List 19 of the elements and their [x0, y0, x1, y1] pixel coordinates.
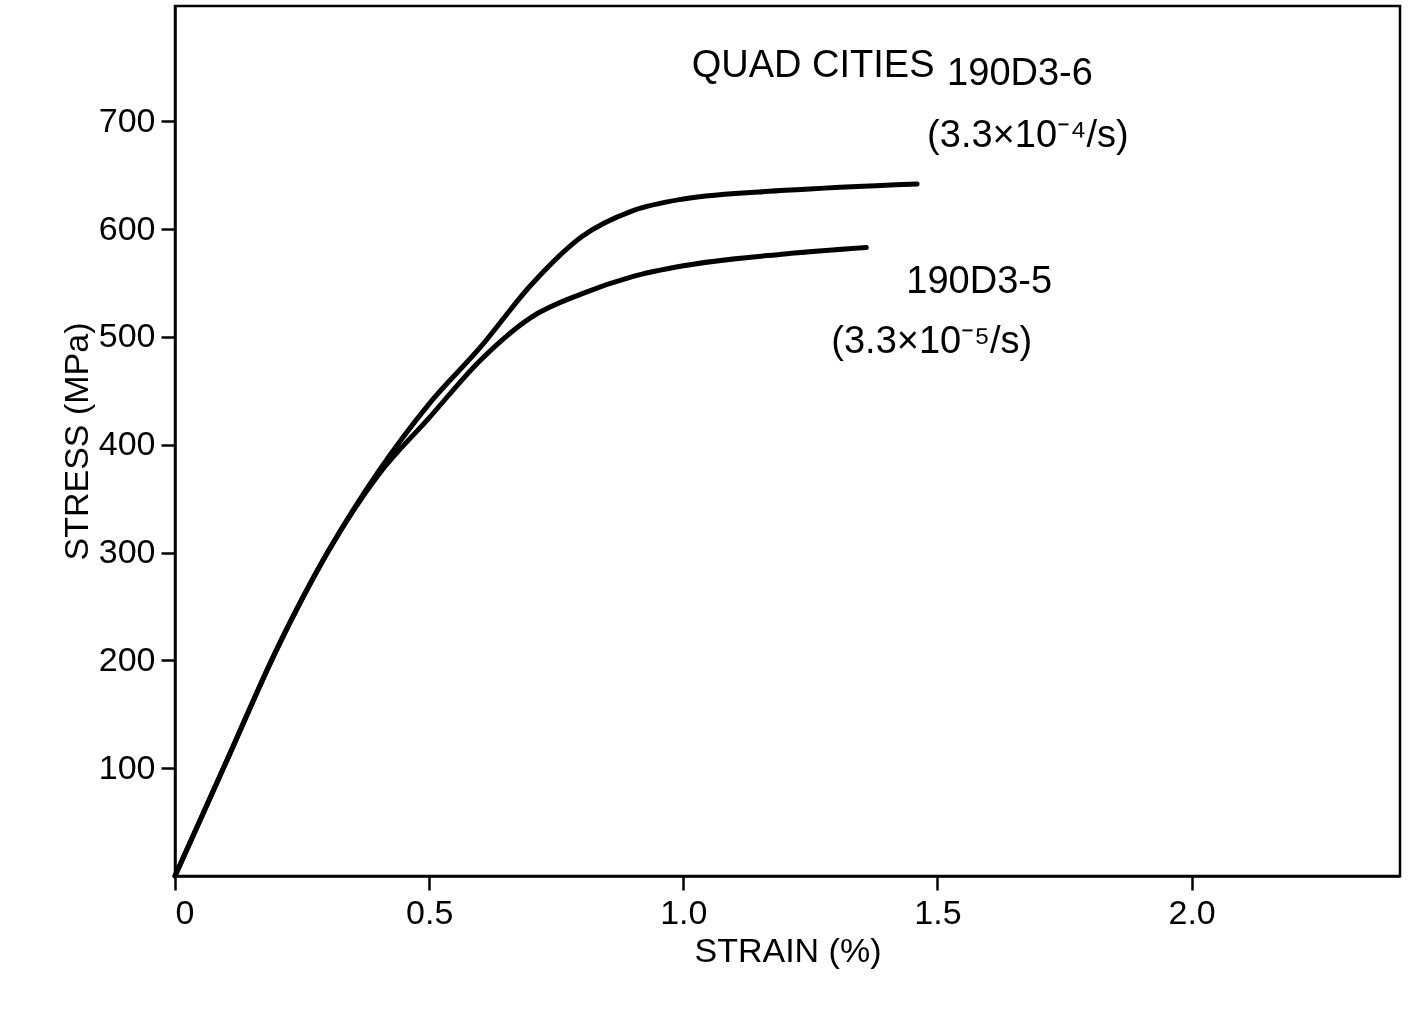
x-tick-label: 2.0 [1168, 892, 1216, 931]
y-tick-label: 200 [98, 639, 156, 678]
x-tick-label: 0 [175, 892, 195, 931]
text: 190D3-6 [947, 50, 1093, 93]
annotation: (3.3×10⁻⁵/s) [831, 319, 1033, 362]
x-axis-title: STRAIN (%) [694, 930, 882, 969]
x-tick-label: 1.0 [660, 892, 708, 931]
y-tick-label: 600 [98, 208, 156, 247]
x-tick-label: 1.5 [914, 892, 962, 931]
annotation: QUAD CITIES [691, 43, 935, 85]
y-axis-title: STRESS (MPa) [56, 322, 95, 561]
y-tick-label: 400 [98, 424, 156, 463]
annotation: (3.3×10⁻⁴/s) [927, 112, 1129, 155]
y-tick-label: 500 [98, 316, 156, 355]
y-tick-label: 100 [98, 747, 156, 786]
y-tick-label: 300 [98, 532, 156, 571]
series-label: 190D3-5 [906, 259, 1053, 302]
y-tick-label: 700 [98, 100, 156, 139]
x-tick-label: 0.5 [406, 892, 454, 931]
